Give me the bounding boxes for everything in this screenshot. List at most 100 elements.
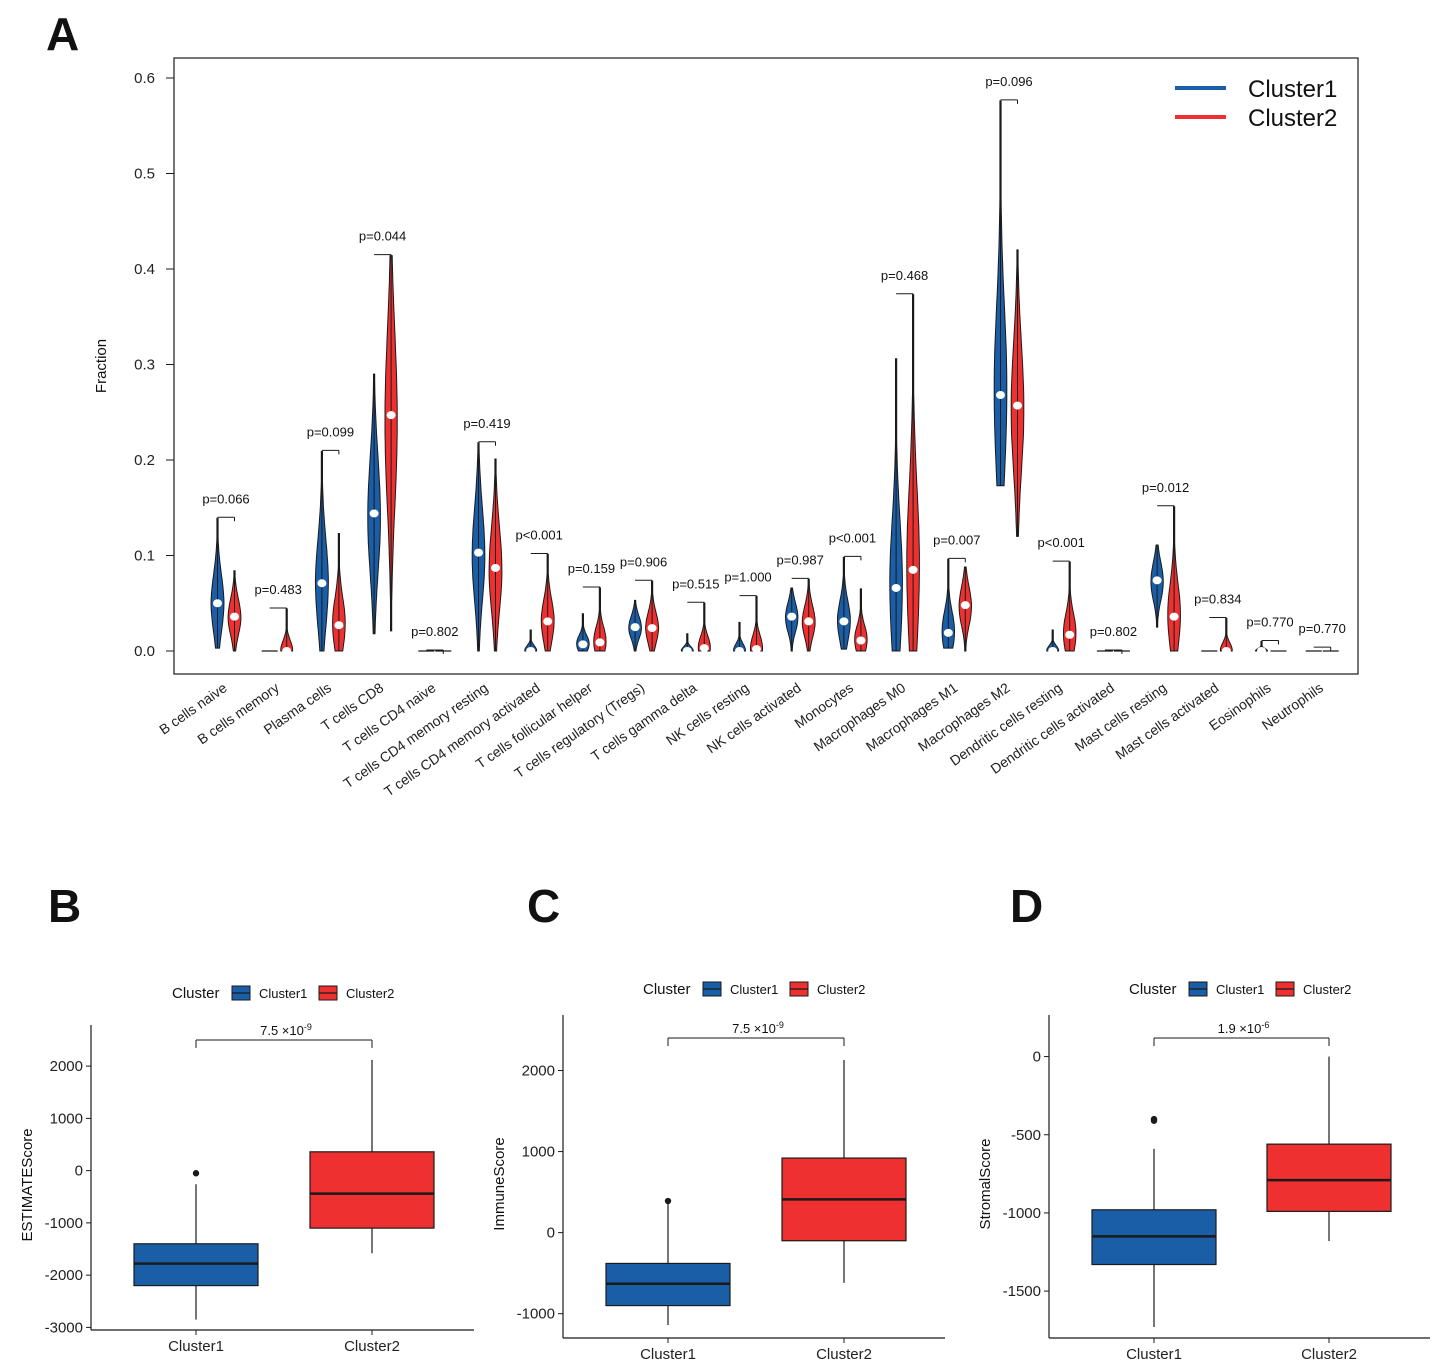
x-tick-label: Cluster2 (1301, 1346, 1357, 1363)
legend-label-cluster1: Cluster1 (1248, 76, 1337, 103)
violin-cluster2-mast-cells-resting (1167, 506, 1181, 652)
legend-label-cluster2: Cluster2 (817, 982, 865, 997)
p-value-label: 1.9 ×10-6 (1218, 1020, 1270, 1036)
p-value-label: p=0.066 (202, 491, 249, 506)
median-point (960, 601, 970, 610)
median-point (282, 647, 292, 655)
box-body (309, 1151, 435, 1229)
violin-cluster1-t-cells-cd4-memory-resting (471, 442, 486, 652)
p-value-label: p=0.007 (933, 532, 980, 547)
box-cluster2 (309, 1059, 435, 1254)
violin-cluster2-t-cells-cd4-memory-activated (540, 554, 555, 652)
box-chart-stromal: Cluster Cluster1 Cluster2 -1500 -1000 -500 0 St… (977, 981, 1430, 1363)
p-value-label: p=0.012 (1142, 480, 1189, 495)
median-point (317, 579, 327, 588)
median-point (856, 636, 866, 645)
violin-cluster2-t-cells-regulatory-tregs (645, 580, 660, 652)
median-point (630, 623, 640, 632)
median-point (1048, 647, 1058, 655)
y-tick-label: -2000 (45, 1267, 83, 1284)
box-cluster2 (1266, 1056, 1392, 1242)
y-tick-label: -3000 (45, 1319, 83, 1336)
x-tick-label: Cluster1 (1126, 1346, 1182, 1363)
p-value-label: p<0.001 (1038, 535, 1085, 550)
p-value-label: p<0.001 (516, 528, 563, 543)
y-tick-label: -1500 (1003, 1283, 1041, 1300)
y-tick-label: 1000 (50, 1110, 83, 1127)
median-point (543, 617, 553, 626)
median-point (804, 617, 814, 626)
y-axis-title: ImmuneScore (491, 1137, 508, 1230)
violin-chart-panel: Fraction 0.0 0.1 0.2 0.3 0.4 0.5 0.6 p=0.066 p=… (93, 57, 1359, 799)
p-value-label: p=0.802 (411, 624, 458, 639)
median-point (526, 647, 536, 655)
p-value-exponent: -9 (304, 1022, 312, 1032)
violin-cluster1-t-cells-cd4-memory-activated (524, 629, 538, 655)
y-tick-label: 1000 (522, 1144, 555, 1161)
median-point (230, 612, 239, 621)
x-tick-label: Cluster1 (640, 1346, 696, 1363)
legend-label-cluster1: Cluster1 (1216, 982, 1264, 997)
p-value-label: p=0.906 (620, 554, 667, 569)
y-tick-label: 0 (1033, 1049, 1041, 1066)
violin-cluster1-t-cells-regulatory-tregs (628, 599, 642, 652)
violin-cluster2-monocytes (854, 588, 868, 652)
median-point (578, 640, 588, 649)
legend: Cluster1 Cluster2 (1175, 76, 1337, 132)
median-point (839, 617, 849, 626)
violin-cluster2-macrophages-m0 (906, 294, 920, 652)
p-value-label: 7.5 ×10-9 (260, 1022, 312, 1038)
p-value-label: p=0.419 (463, 416, 510, 431)
p-value-label: p=0.515 (672, 576, 719, 591)
violin-cluster2-nk-cells-activated (801, 578, 816, 652)
p-value-label: 7.5 ×10-9 (732, 1020, 784, 1036)
y-tick-label: 0.5 (134, 166, 155, 183)
p-value-label: p=0.834 (1194, 592, 1241, 607)
y-axis-title: ESTIMATEScore (19, 1128, 36, 1241)
violin-cluster2-t-cells-gamma-delta (697, 602, 711, 653)
panel-letter-d: D (1010, 880, 1043, 932)
violin-cluster2-t-cells-cd8 (384, 255, 398, 632)
median-point (735, 647, 744, 655)
median-point (474, 548, 483, 557)
median-point (682, 647, 692, 655)
p-value-label: p=0.044 (359, 229, 406, 244)
y-tick-label: 0 (547, 1225, 555, 1242)
p-value-label: p=0.770 (1246, 614, 1293, 629)
violin-cluster1-macrophages-m1 (941, 558, 955, 649)
legend-label-cluster2: Cluster2 (1248, 105, 1337, 132)
median-point (787, 612, 797, 621)
median-point (1013, 401, 1022, 410)
y-tick-label: -1000 (45, 1215, 83, 1232)
p-value-mantissa: 7.5 (732, 1021, 750, 1036)
y-tick-label: 0.4 (134, 261, 155, 278)
median-point (1221, 647, 1231, 655)
violin-cluster2-plasma-cells (332, 533, 346, 652)
box-chart-estimate: Cluster Cluster1 Cluster2 -3000 -2000 -1000 0 1… (19, 985, 474, 1355)
p-value-exponent: -9 (776, 1020, 784, 1030)
violin-cluster2-macrophages-m1 (958, 566, 972, 652)
legend-label-cluster1: Cluster1 (259, 986, 307, 1001)
p-value-label: p=0.770 (1299, 621, 1346, 636)
x-tick-label: Cluster2 (344, 1338, 400, 1355)
violin-cluster2-mast-cells-activated (1219, 618, 1233, 655)
y-tick-label: 2000 (50, 1058, 83, 1075)
y-tick-label: 0 (75, 1163, 83, 1180)
violin-cluster2-b-cells-memory (280, 608, 294, 655)
y-tick-label: -500 (1011, 1127, 1041, 1144)
median-point (647, 624, 657, 633)
x-tick-label: NK cells activated (704, 679, 804, 756)
violin-cluster1-nk-cells-resting (733, 621, 746, 655)
median-point (752, 645, 761, 654)
violin-cluster1-t-cells-cd8 (367, 373, 381, 635)
violin-cluster1-t-cells-gamma-delta (680, 633, 694, 655)
median-point (491, 563, 500, 572)
median-point (213, 599, 222, 608)
x-tick-label: Macrophages M1 (863, 679, 961, 754)
box-body (1266, 1143, 1392, 1212)
median-point (943, 628, 953, 637)
box-cluster1 (1091, 1115, 1217, 1328)
p-value-mantissa: 7.5 (260, 1023, 278, 1038)
p-value-label: p=0.483 (255, 582, 302, 597)
box-cluster1 (605, 1197, 731, 1326)
